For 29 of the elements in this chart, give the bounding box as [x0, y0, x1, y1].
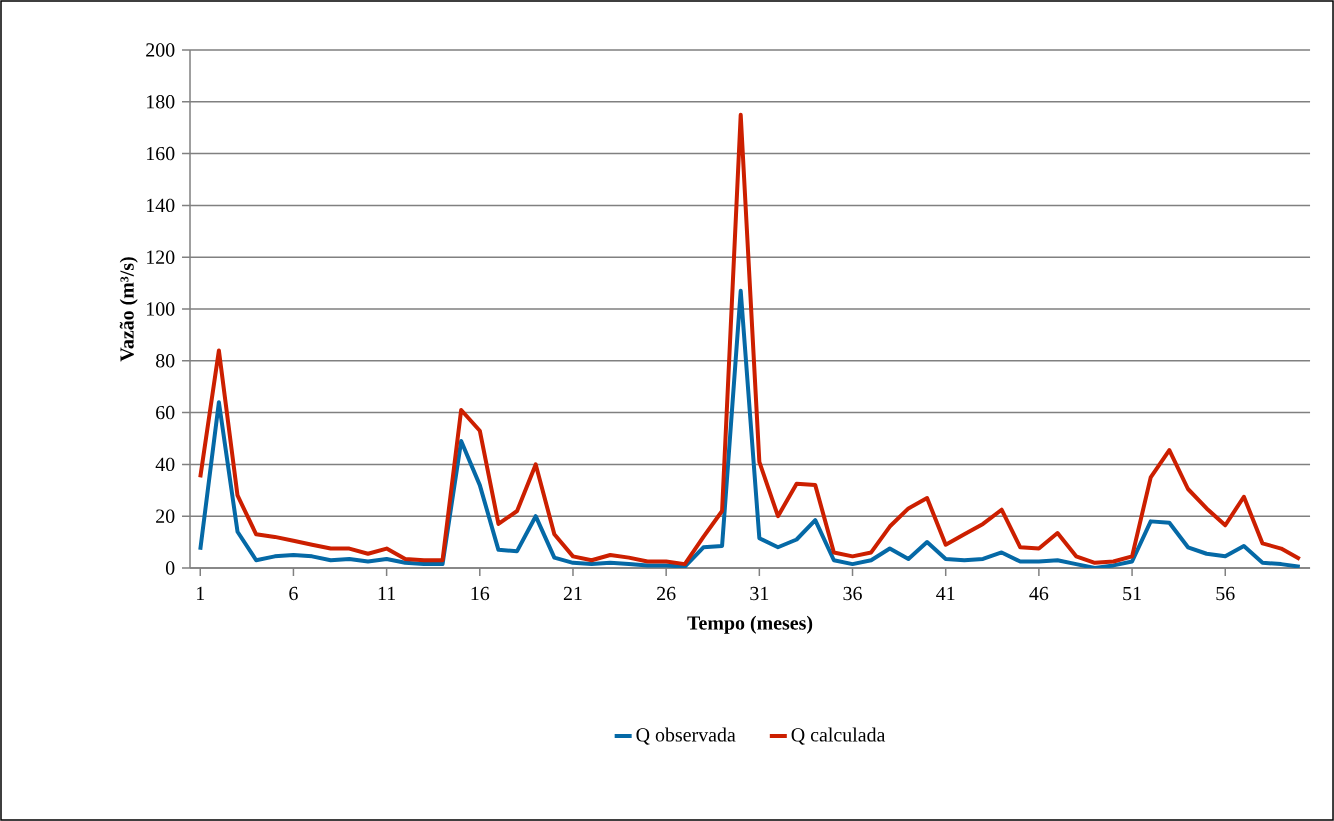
y-tick-label: 140: [147, 198, 175, 213]
y-tick-label: 0: [165, 561, 175, 575]
line-series: [198, 112, 1302, 567]
line-series: [198, 288, 1302, 568]
x-tick-label: 41: [936, 586, 955, 600]
x-tick-label: 46: [1029, 586, 1049, 601]
y-tick-label: 100: [147, 302, 175, 316]
y-axis-title: Vazão (m³/s): [119, 257, 138, 362]
y-tick-label: 20: [156, 509, 175, 523]
x-tick-label: 16: [471, 586, 490, 601]
y-tick-label: 60: [156, 405, 175, 420]
x-axis-title: Tempo (meses): [687, 615, 813, 634]
x-tick-label: 21: [563, 586, 582, 601]
y-tick-label: 180: [147, 95, 175, 109]
x-tick-label: 31: [750, 586, 769, 601]
legend-label: Q observada: [636, 727, 736, 745]
x-tick-label: 11: [378, 586, 396, 600]
y-tick-label: 200: [146, 43, 175, 57]
x-tick-label: 26: [657, 586, 676, 601]
y-tick-label: 160: [147, 146, 175, 161]
x-tick-label: 36: [843, 586, 862, 601]
y-tick-label: 80: [156, 354, 175, 368]
x-tick-label: 1: [197, 586, 205, 600]
y-tick-label: 40: [155, 457, 175, 472]
x-tick-label: 6: [289, 586, 298, 601]
x-tick-label: 56: [1216, 586, 1235, 601]
x-tick-label: 51: [1123, 586, 1141, 601]
legend-label: Q calculada: [791, 727, 886, 745]
y-tick-label: 120: [147, 250, 175, 264]
